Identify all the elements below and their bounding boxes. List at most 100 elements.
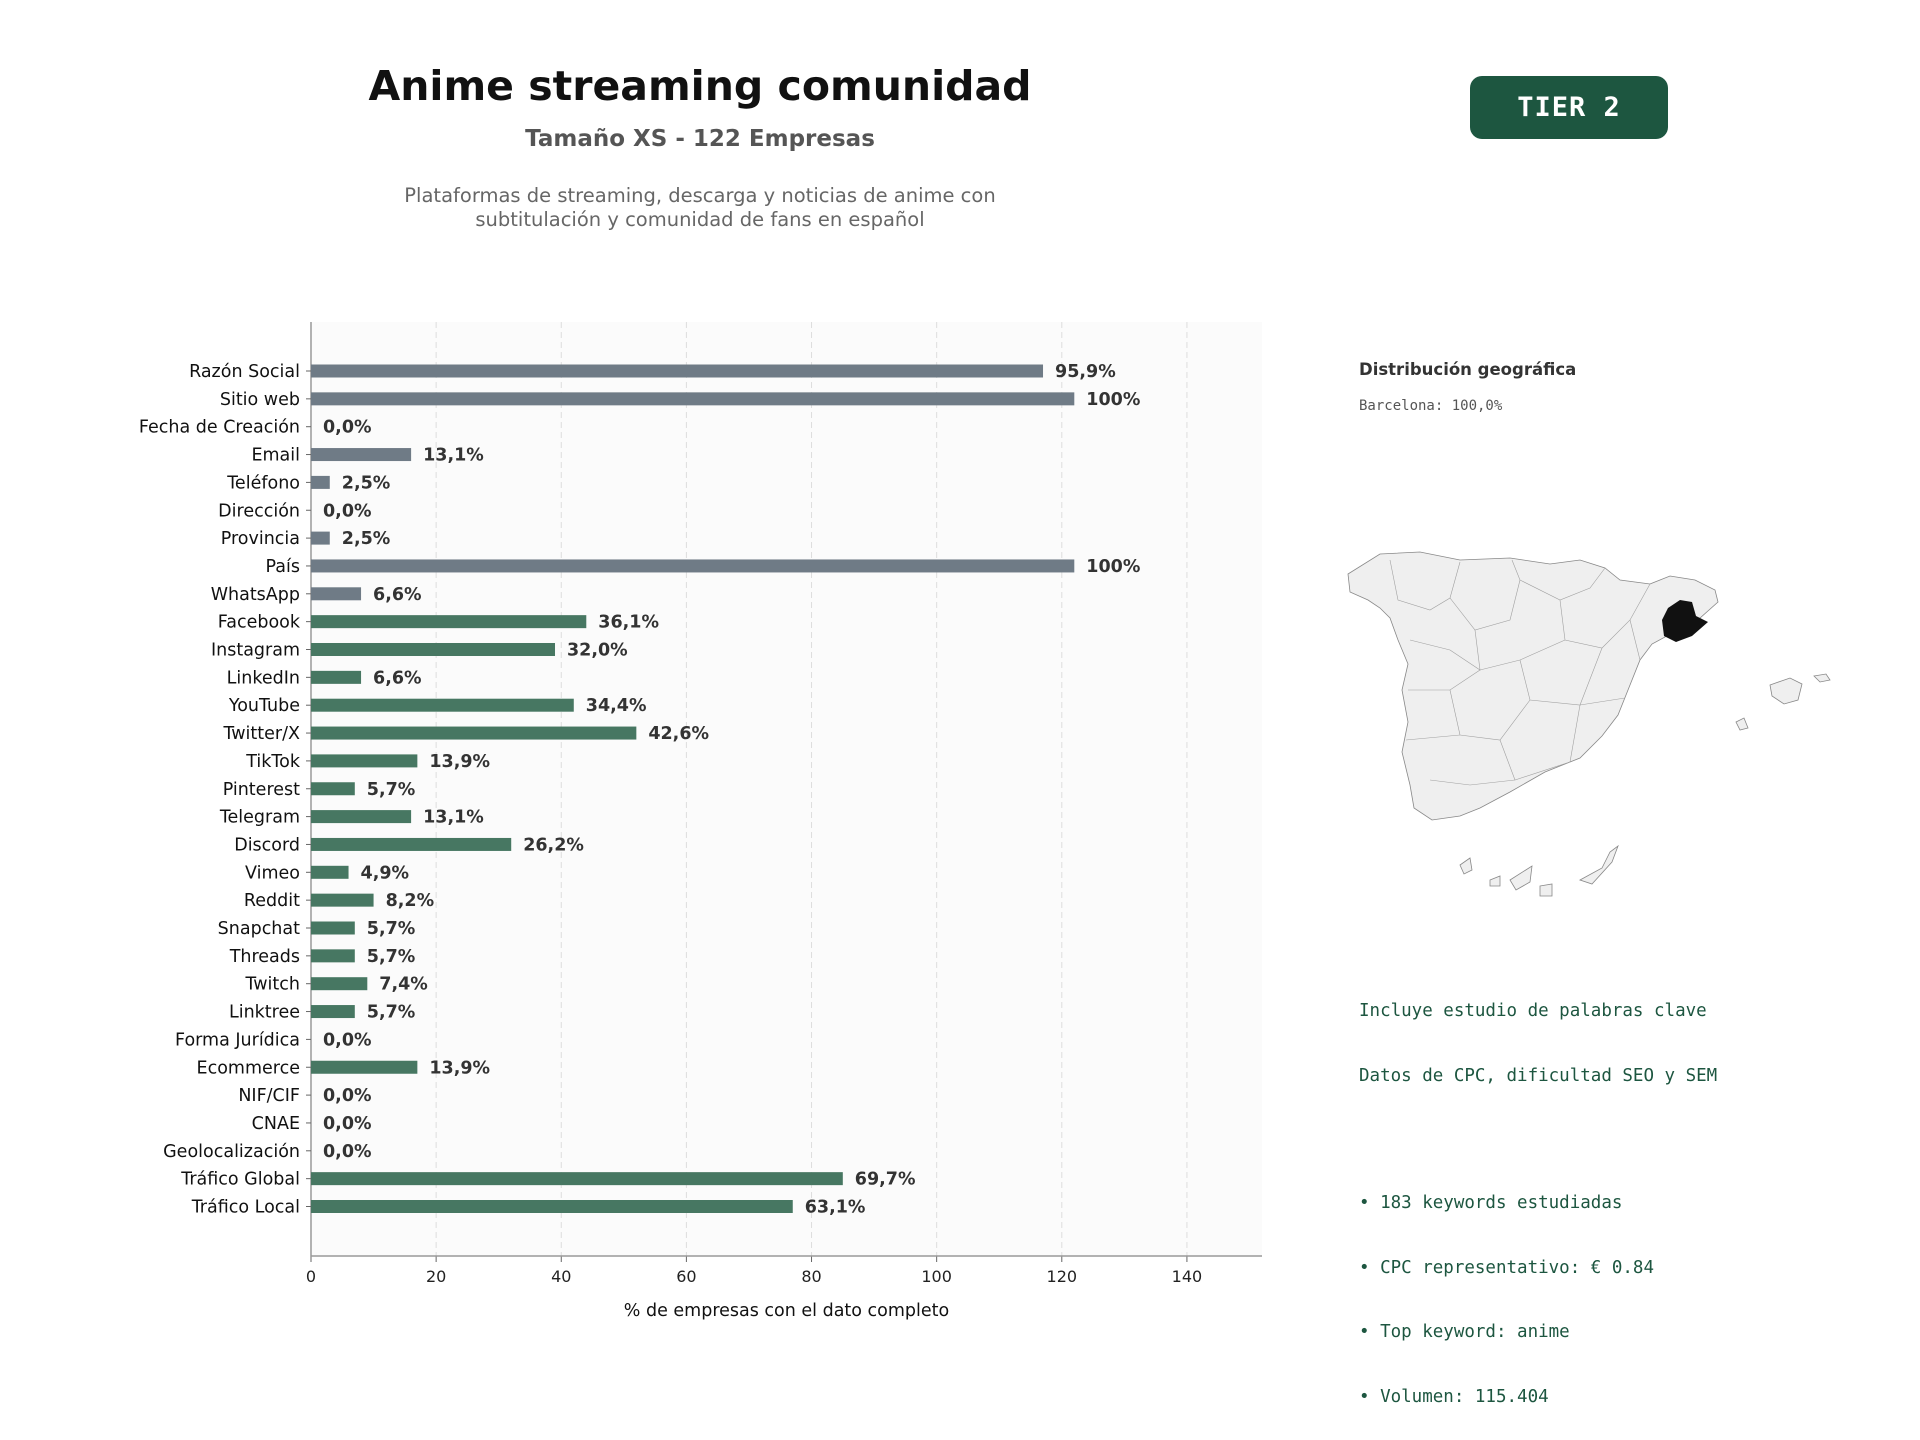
bar — [311, 670, 362, 684]
x-tick-label: 40 — [551, 1267, 571, 1286]
category-label: WhatsApp — [211, 585, 300, 605]
category-label: Ecommerce — [197, 1058, 300, 1078]
category-label: Forma Jurídica — [175, 1030, 300, 1050]
data-label: 5,7% — [367, 947, 416, 967]
geo-title: Distribución geográfica — [1359, 360, 1577, 379]
barcelona-region — [1662, 600, 1708, 642]
bar — [311, 754, 418, 768]
bar — [311, 810, 412, 824]
bar — [311, 698, 574, 712]
data-label: 5,7% — [367, 1003, 416, 1023]
data-label: 5,7% — [367, 780, 416, 800]
data-label: 13,9% — [429, 752, 490, 772]
x-tick-label: 20 — [426, 1267, 446, 1286]
category-label: Snapchat — [218, 919, 300, 939]
data-label: 0,0% — [323, 1142, 372, 1162]
data-label: 7,4% — [379, 975, 428, 995]
category-label: Razón Social — [189, 362, 300, 382]
category-label: Vimeo — [245, 863, 300, 883]
x-tick-label: 60 — [676, 1267, 696, 1286]
x-tick-label: 120 — [1047, 1267, 1078, 1286]
x-tick-label: 80 — [801, 1267, 821, 1286]
data-label: 32,0% — [567, 641, 628, 661]
bar — [311, 837, 512, 851]
data-label: 36,1% — [598, 613, 659, 633]
category-label: Sitio web — [220, 390, 300, 410]
category-label: Discord — [234, 835, 300, 855]
bar — [311, 364, 1044, 378]
data-label: 13,1% — [423, 808, 484, 828]
category-label: Reddit — [244, 891, 300, 911]
category-label: Linktree — [229, 1003, 300, 1023]
category-label: CNAE — [252, 1114, 300, 1134]
balearic-menorca — [1813, 673, 1831, 683]
keywords-panel: Incluye estudio de palabras clave Datos … — [1359, 958, 1717, 1430]
data-label: 13,1% — [423, 446, 484, 466]
plot-area — [311, 322, 1262, 1256]
geo-distribution-line: Barcelona: 100,0% — [1359, 398, 1503, 414]
data-label: 100% — [1086, 557, 1140, 577]
keywords-bullet: • CPC representativo: € 0.84 — [1359, 1257, 1655, 1278]
category-label: Email — [251, 446, 300, 466]
bar — [311, 1172, 843, 1186]
data-label: 6,6% — [373, 668, 422, 688]
keywords-metrics: Datos de CPC, dificultad SEO y SEM — [1359, 1065, 1718, 1086]
data-label: 2,5% — [342, 473, 391, 493]
bar — [311, 587, 362, 601]
category-label: Facebook — [218, 613, 301, 633]
spain-map — [1347, 551, 1831, 897]
data-label: 26,2% — [523, 835, 584, 855]
category-label: Instagram — [211, 641, 300, 661]
bar — [311, 475, 330, 489]
category-label: Teléfono — [226, 473, 300, 493]
bar — [311, 615, 587, 629]
category-label: Tráfico Local — [191, 1198, 300, 1218]
balearic-ibiza — [1735, 717, 1749, 731]
data-label: 100% — [1086, 390, 1140, 410]
bar — [311, 782, 355, 796]
bar — [311, 1005, 355, 1019]
bar — [311, 1060, 418, 1074]
keywords-bullet: • Top keyword: anime — [1359, 1322, 1570, 1342]
category-label: Twitch — [244, 975, 300, 995]
data-label: 2,5% — [342, 529, 391, 549]
category-label: Threads — [229, 947, 300, 967]
bar — [311, 921, 355, 935]
data-label: 8,2% — [386, 891, 435, 911]
category-label: LinkedIn — [227, 668, 300, 688]
category-label: Twitter/X — [222, 724, 300, 744]
bar — [311, 1200, 793, 1213]
x-tick-label: 0 — [306, 1267, 316, 1286]
bar — [311, 726, 637, 740]
x-tick-label: 140 — [1172, 1267, 1203, 1286]
data-label: 42,6% — [648, 724, 709, 744]
keywords-bullet: • Volumen: 115.404 — [1359, 1386, 1549, 1407]
category-label: País — [266, 557, 300, 577]
keywords-bullet: • 183 keywords estudiadas — [1359, 1193, 1623, 1213]
category-label: Fecha de Creación — [139, 418, 300, 438]
category-label: Tráfico Global — [180, 1170, 300, 1190]
province-borders — [1389, 559, 1651, 786]
page-description: Plataformas de streaming, descarga y not… — [0, 184, 1400, 232]
data-label: 5,7% — [367, 919, 416, 939]
keywords-intro: Incluye estudio de palabras clave — [1359, 1001, 1707, 1021]
bar — [311, 893, 374, 907]
data-label: 63,1% — [805, 1198, 866, 1218]
data-label: 0,0% — [323, 418, 372, 438]
description-line: Plataformas de streaming, descarga y not… — [404, 184, 996, 207]
x-tick-label: 100 — [921, 1267, 952, 1286]
data-label: 0,0% — [323, 501, 372, 521]
bar — [311, 949, 355, 963]
category-label: Pinterest — [223, 780, 300, 800]
data-label: 4,9% — [361, 863, 410, 883]
data-label: 69,7% — [855, 1170, 916, 1190]
canary-islands — [1459, 844, 1619, 897]
category-label: Geolocalización — [163, 1142, 300, 1162]
bar — [311, 448, 412, 462]
data-label: 6,6% — [373, 585, 422, 605]
bar — [311, 977, 368, 991]
data-label: 95,9% — [1055, 362, 1116, 382]
data-label: 0,0% — [323, 1030, 372, 1050]
bar — [311, 559, 1075, 573]
category-label: Provincia — [221, 529, 300, 549]
